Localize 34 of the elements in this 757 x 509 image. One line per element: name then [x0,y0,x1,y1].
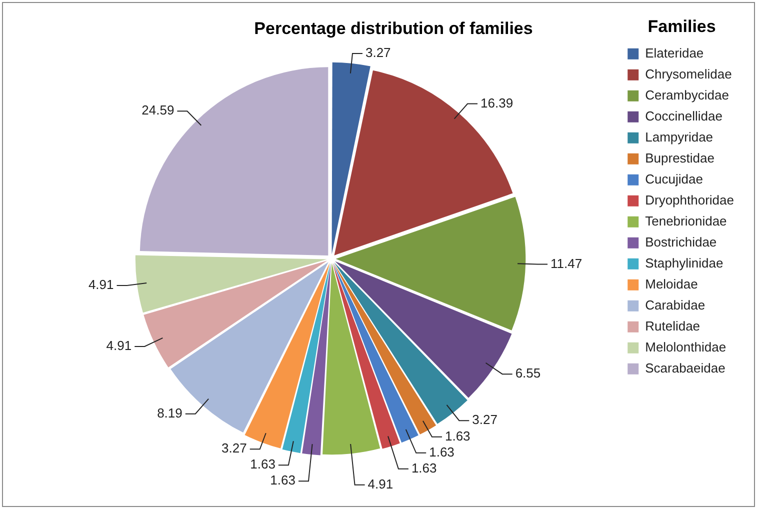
data-label: 6.55 [515,366,541,381]
data-label: 1.63 [270,472,296,488]
data-label: 8.19 [157,405,182,420]
data-label: 1.63 [444,428,470,444]
legend-label: Staphylinidae [645,255,724,270]
legend-label: Meloidae [645,276,698,292]
legend-label: Scarabaeidae [645,360,726,376]
legend-label: Chrysomelidae [645,66,732,82]
legend-label: Carabidae [645,297,706,312]
data-label: 4.91 [368,476,394,492]
chart-title: Percentage distribution of families [254,18,533,38]
legend-label: Cucujidae [645,171,703,186]
data-label: 3.27 [222,440,247,456]
legend-label: Elateridae [645,45,704,60]
data-label: 1.63 [411,460,437,476]
data-label: 3.27 [472,412,498,428]
data-label: 1.63 [429,444,454,460]
legend-label: Bostrichidae [645,234,717,250]
data-label: 11.47 [550,256,582,271]
legend-label: Buprestidae [645,150,715,166]
legend-label: Rutelidae [645,318,700,334]
data-label: 3.27 [365,45,391,60]
legend-label: Coccinellidae [645,108,722,124]
data-label: 4.91 [106,338,132,354]
legend-title: Families [648,17,716,36]
data-label: 4.91 [88,277,114,292]
legend-label: Dryophthoridae [645,192,734,208]
data-label: 1.63 [250,456,276,472]
data-label: 16.39 [480,95,514,110]
legend-label: Melolonthidae [645,339,726,354]
legend-label: Cerambycidae [645,87,729,102]
legend-label: Lampyridae [645,129,714,144]
legend-label: Tenebrionidae [645,213,727,228]
data-label: 24.59 [142,102,174,118]
